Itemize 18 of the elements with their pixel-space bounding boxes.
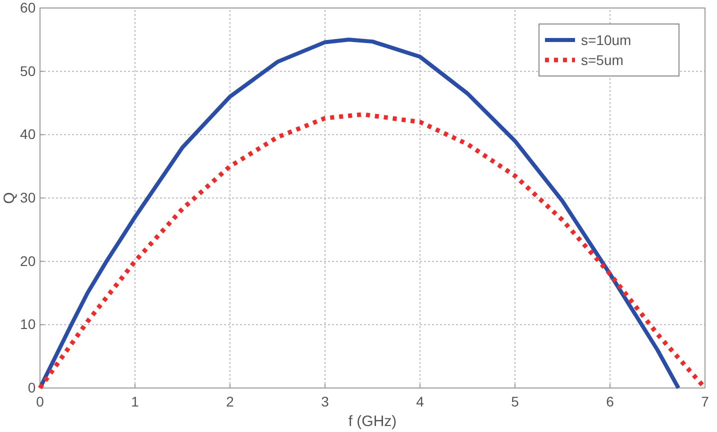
y-tick-label: 60 [20,0,36,16]
x-axis-title: f (GHz) [348,413,397,430]
x-tick-label: 6 [606,393,614,410]
y-tick-label: 50 [20,62,36,79]
x-tick-label: 2 [226,393,234,410]
y-tick-label: 30 [20,189,36,206]
legend-label: s=5um [581,52,624,68]
x-tick-label: 5 [511,393,520,410]
x-tick-label: 3 [321,393,330,410]
y-tick-label: 10 [20,316,36,332]
y-tick-label: 0 [28,379,36,396]
y-tick-label: 20 [20,252,36,269]
x-tick-label: 4 [416,393,424,410]
legend-label: s=10um [581,32,632,48]
x-tick-label: 7 [701,393,710,410]
y-axis-title: Q [1,192,18,204]
y-tick-label: 40 [20,126,36,142]
x-tick-label: 1 [131,393,140,410]
